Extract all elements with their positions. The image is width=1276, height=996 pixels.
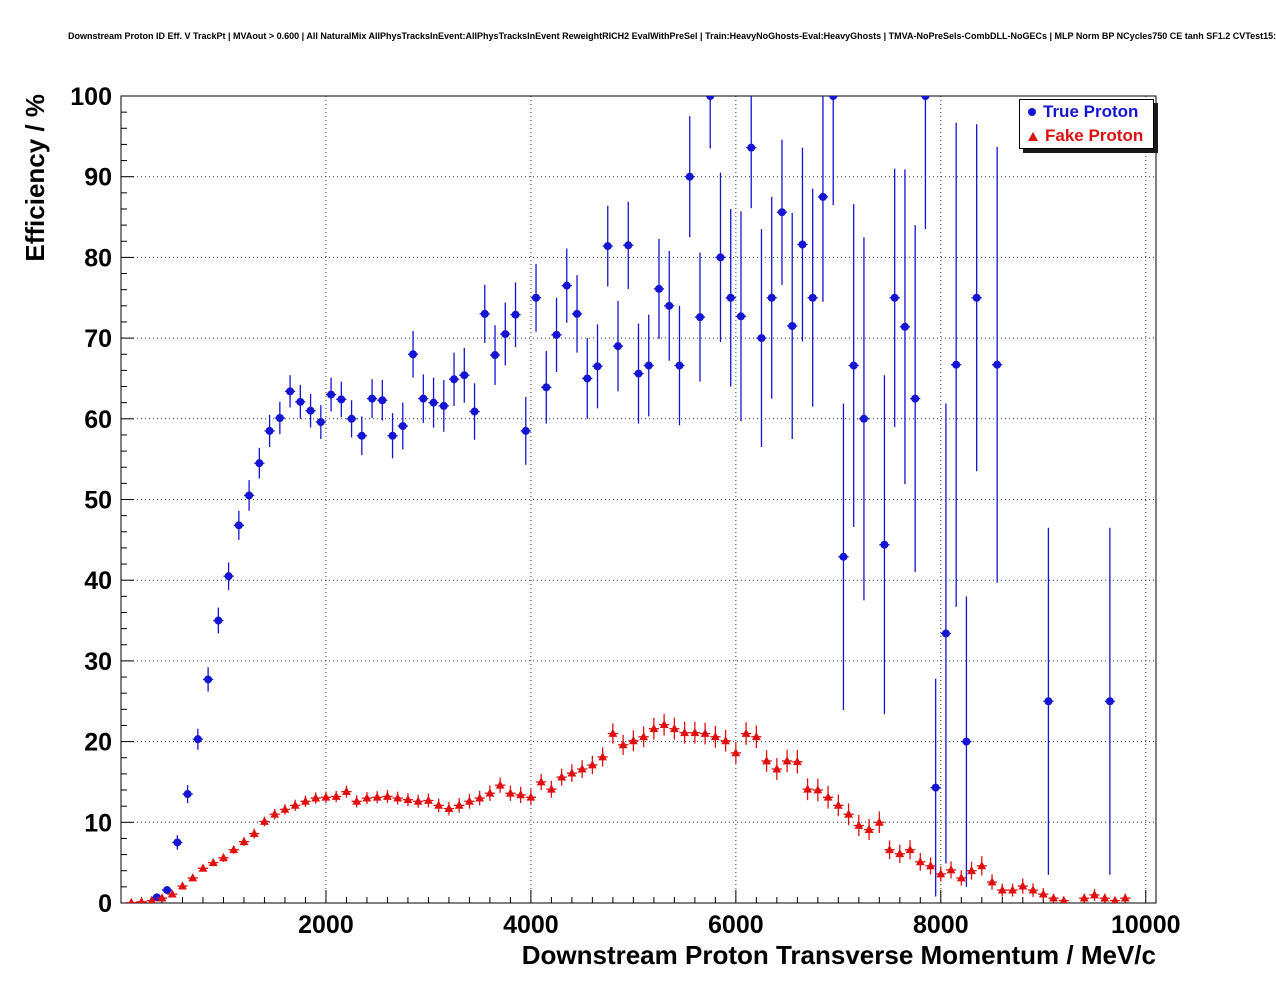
svg-text:10000: 10000 — [1111, 911, 1181, 939]
svg-text:2000: 2000 — [298, 911, 354, 939]
series-layer — [126, 96, 1131, 903]
svg-text:50: 50 — [84, 487, 112, 515]
svg-text:4000: 4000 — [503, 911, 559, 939]
svg-text:10: 10 — [84, 809, 112, 837]
svg-text:40: 40 — [84, 567, 112, 595]
legend-item-fake-proton: Fake Proton — [1020, 124, 1153, 148]
axis-ticks — [120, 95, 1147, 904]
plot-title: Downstream Proton ID Eff. V TrackPt | MV… — [68, 31, 1276, 41]
svg-text:90: 90 — [84, 164, 112, 192]
fake-proton-marker-icon — [1028, 131, 1038, 141]
svg-text:100: 100 — [70, 83, 112, 111]
svg-text:70: 70 — [84, 325, 112, 353]
svg-text:30: 30 — [84, 648, 112, 676]
x-axis-title: Downstream Proton Transverse Momentum / … — [521, 940, 1156, 970]
svg-text:80: 80 — [84, 244, 112, 272]
svg-text:6000: 6000 — [708, 911, 764, 939]
svg-text:0: 0 — [98, 890, 112, 918]
legend-item-true-proton: True Proton — [1020, 100, 1153, 124]
series-fake-proton — [126, 713, 1131, 903]
plot-frame — [120, 95, 1157, 904]
true-proton-marker-icon — [1028, 108, 1036, 116]
tick-labels: 2000 4000 6000 8000 10000 0 10 20 30 40 50 60 70 80 90… — [70, 83, 1180, 939]
legend-label-fake-proton: Fake Proton — [1045, 126, 1144, 145]
legend: True Proton Fake Proton — [1019, 99, 1154, 149]
svg-text:20: 20 — [84, 729, 112, 757]
svg-text:8000: 8000 — [913, 911, 969, 939]
legend-label-true-proton: True Proton — [1043, 102, 1139, 121]
gridlines — [121, 96, 1156, 903]
svg-text:60: 60 — [84, 406, 112, 434]
series-true-proton — [151, 96, 1116, 902]
